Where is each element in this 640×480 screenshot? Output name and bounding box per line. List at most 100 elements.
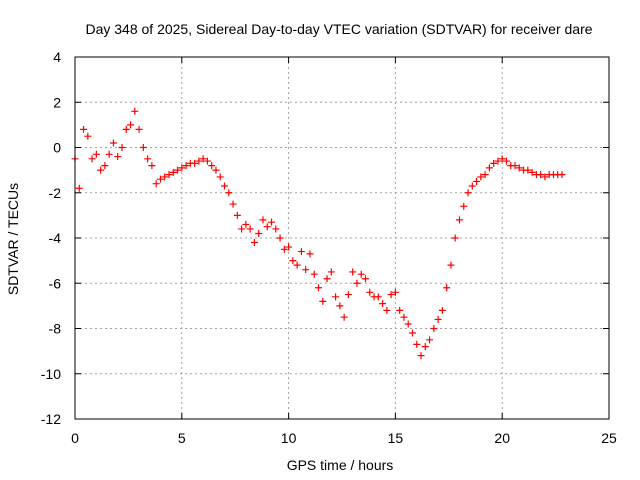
x-tick-label: 15 (388, 430, 404, 446)
data-point (272, 225, 280, 233)
y-tick-label: -2 (49, 185, 62, 201)
x-tick-label: 5 (178, 430, 186, 446)
data-point (105, 150, 113, 158)
x-tick-label: 20 (494, 430, 510, 446)
data-point (451, 234, 459, 242)
data-point (208, 162, 216, 170)
data-point (511, 162, 519, 170)
data-point (84, 132, 92, 140)
data-point (268, 218, 276, 226)
data-point (109, 139, 117, 147)
chart-title: Day 348 of 2025, Sidereal Day-to-day VTE… (85, 21, 592, 37)
data-point (310, 270, 318, 278)
data-point (195, 157, 203, 165)
data-point (118, 144, 126, 151)
data-point (421, 343, 429, 351)
data-point (156, 175, 164, 183)
data-point (336, 302, 344, 310)
x-tick-label: 10 (281, 430, 297, 446)
data-point (366, 288, 374, 296)
data-point (169, 168, 177, 176)
data-point (413, 340, 421, 348)
data-point (319, 297, 327, 305)
data-point (387, 291, 395, 299)
data-point (88, 155, 96, 163)
data-point (306, 250, 314, 258)
y-tick-label: -4 (49, 230, 62, 246)
data-point (280, 245, 288, 253)
data-point (468, 182, 476, 190)
x-axis-label: GPS time / hours (287, 457, 394, 473)
data-points (71, 107, 566, 360)
data-point (75, 184, 83, 192)
y-tick-label: 2 (53, 94, 61, 110)
data-point (460, 202, 468, 210)
data-point (344, 291, 352, 299)
data-point (374, 293, 382, 301)
data-point (80, 125, 88, 133)
data-point (340, 313, 348, 321)
data-point (443, 284, 451, 292)
data-point (464, 189, 472, 197)
data-point (225, 189, 233, 197)
data-point (490, 159, 498, 167)
data-point (430, 325, 438, 332)
data-point (127, 121, 135, 129)
data-point (144, 155, 152, 163)
x-tick-label: 25 (601, 430, 617, 446)
data-point (114, 153, 122, 161)
data-point (302, 266, 310, 274)
data-point (528, 168, 536, 176)
data-point (139, 144, 147, 151)
data-point (481, 171, 489, 179)
data-point (259, 216, 267, 224)
data-point (473, 177, 481, 185)
data-point (203, 157, 211, 165)
x-tick-label: 0 (71, 430, 79, 446)
data-point (332, 293, 340, 301)
y-tick-label: 4 (53, 49, 61, 65)
data-point (212, 166, 220, 174)
data-point (293, 261, 301, 269)
data-point (502, 157, 510, 165)
data-point (216, 173, 224, 181)
grid (75, 57, 609, 419)
data-point (494, 157, 502, 165)
y-axis-label: SDTVAR / TECUs (5, 183, 21, 295)
data-point (349, 268, 357, 276)
data-point (541, 173, 549, 181)
y-tick-label: -8 (49, 321, 62, 337)
ticks (74, 56, 610, 420)
data-point (315, 284, 323, 292)
data-point (498, 155, 506, 163)
data-point (135, 125, 143, 133)
data-point (379, 300, 387, 308)
data-point (391, 288, 399, 296)
data-point (199, 155, 207, 163)
data-point (357, 270, 365, 278)
data-point (426, 336, 434, 344)
data-point (148, 162, 156, 170)
data-point (404, 320, 412, 328)
data-point (174, 166, 182, 174)
y-tick-label: -12 (41, 411, 61, 427)
y-tick-label: 0 (53, 140, 61, 156)
data-point (161, 173, 169, 181)
data-point (353, 279, 361, 287)
data-point (438, 306, 446, 314)
y-tick-label: -10 (41, 366, 61, 382)
data-point (400, 313, 408, 321)
data-point (515, 164, 523, 172)
data-point (122, 125, 130, 133)
data-point (327, 268, 335, 276)
data-point (238, 225, 246, 233)
data-point (285, 243, 293, 251)
data-point (131, 107, 139, 115)
data-point (455, 216, 463, 224)
data-point (297, 248, 305, 256)
data-point (537, 171, 545, 179)
y-tick-label: -6 (49, 275, 62, 291)
data-point (97, 166, 105, 174)
data-point (417, 352, 425, 360)
